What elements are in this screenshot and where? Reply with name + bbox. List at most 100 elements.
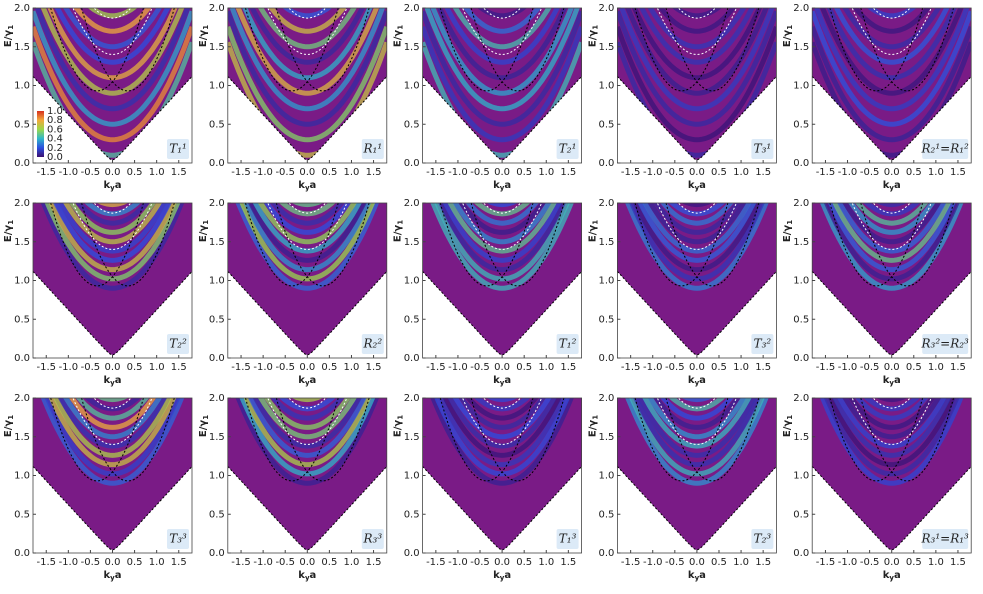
density-band bbox=[617, 398, 777, 486]
x-label-sub: y bbox=[500, 379, 505, 387]
density-band bbox=[33, 8, 192, 65]
band-curve-white bbox=[288, 397, 326, 409]
density-band bbox=[812, 398, 972, 449]
x-tick-label: -0.5 bbox=[470, 362, 490, 373]
x-tick-label: 0.5 bbox=[516, 167, 532, 178]
band-curve bbox=[860, 202, 954, 287]
panel-label: T₂² bbox=[169, 337, 187, 351]
y-tick-label: 2.0 bbox=[404, 198, 420, 209]
band-curve-white bbox=[462, 398, 542, 446]
density-band bbox=[33, 398, 192, 412]
band-curve bbox=[439, 7, 534, 92]
y-label-sub: 1 bbox=[202, 25, 210, 30]
y-tick-label: 1.0 bbox=[404, 471, 420, 482]
density-band bbox=[812, 8, 972, 81]
x-tick-label: 0.0 bbox=[105, 167, 121, 178]
y-tick-label: 1.5 bbox=[14, 432, 30, 443]
density-band bbox=[617, 8, 777, 112]
density-band bbox=[617, 203, 777, 235]
x-label-sub: y bbox=[889, 184, 894, 192]
x-axis-label: kya bbox=[298, 570, 316, 582]
x-tick-label: -1.5 bbox=[621, 557, 641, 568]
band-curve bbox=[470, 397, 565, 482]
density-band bbox=[33, 398, 192, 486]
density-band bbox=[227, 203, 387, 282]
density-band bbox=[227, 203, 387, 208]
density-bands bbox=[617, 203, 777, 291]
x-tick-label: 1.0 bbox=[733, 362, 749, 373]
x-tick-label: 0.0 bbox=[689, 167, 705, 178]
x-tick-label: -1.0 bbox=[253, 167, 273, 178]
y-label-main: E/γ bbox=[782, 420, 793, 437]
colorbar-tick-label: 0.4 bbox=[47, 134, 63, 145]
density-band bbox=[227, 25, 387, 143]
y-label-sub: 1 bbox=[591, 415, 599, 420]
colorbar-tick-label: 0.8 bbox=[47, 115, 63, 126]
y-tick-label: 0.5 bbox=[14, 314, 30, 325]
y-label-main: E/γ bbox=[3, 225, 14, 242]
x-label-end: a bbox=[894, 570, 901, 581]
density-band bbox=[227, 203, 387, 273]
y-tick-label: 2.0 bbox=[598, 3, 614, 14]
x-axis-label: kya bbox=[493, 180, 511, 192]
density-band bbox=[812, 8, 972, 65]
y-axis-label: E/γ1 bbox=[587, 220, 599, 242]
band-curve bbox=[50, 7, 144, 92]
density-band bbox=[33, 8, 192, 34]
density-band bbox=[812, 203, 972, 235]
y-axis-label: E/γ1 bbox=[587, 415, 599, 437]
x-tick-label: -1.0 bbox=[448, 362, 468, 373]
y-axis-label: E/γ1 bbox=[198, 25, 210, 47]
density-band bbox=[227, 203, 387, 235]
y-tick-label: 0.5 bbox=[598, 119, 614, 130]
x-axis-label: kya bbox=[688, 180, 706, 192]
density-bands bbox=[812, 398, 972, 486]
y-tick-label: 2.0 bbox=[598, 198, 614, 209]
density-band bbox=[422, 10, 582, 127]
x-tick-label: -0.5 bbox=[665, 167, 685, 178]
x-tick-label: 0.5 bbox=[321, 167, 337, 178]
y-axis-label: E/γ1 bbox=[393, 415, 405, 437]
density-band bbox=[227, 8, 387, 34]
panel: -1.5 -1.0 -0.5 0.0 0.5 1.0 1.5 0.0 0.5 1.0 1.5 2.0 k… bbox=[198, 3, 388, 192]
density-band bbox=[617, 8, 777, 81]
band-curve-white bbox=[267, 8, 348, 56]
density-bands bbox=[812, 203, 972, 291]
x-tick-label: 1.0 bbox=[538, 362, 554, 373]
x-tick-label: -1.5 bbox=[36, 362, 56, 373]
y-tick-label: 0.0 bbox=[404, 548, 420, 559]
density-band bbox=[33, 203, 192, 217]
density-band bbox=[422, 203, 582, 235]
panel: -1.5 -1.0 -0.5 0.0 0.5 1.0 1.5 0.0 0.5 1.0 1.5 2.0 k… bbox=[782, 393, 972, 582]
density-band bbox=[422, 398, 582, 449]
density-band bbox=[33, 203, 192, 291]
x-tick-label: -1.5 bbox=[231, 362, 251, 373]
density-band bbox=[617, 398, 777, 458]
x-tick-label: 1.5 bbox=[950, 362, 966, 373]
band-curve-white bbox=[657, 8, 737, 56]
density-band bbox=[422, 203, 582, 263]
x-tick-label: 1.5 bbox=[755, 557, 771, 568]
density-band bbox=[812, 398, 972, 430]
y-tick-label: 2.0 bbox=[404, 3, 420, 14]
density-band bbox=[227, 8, 387, 96]
density-band bbox=[227, 398, 387, 458]
panel-label-box bbox=[167, 139, 189, 159]
density-band bbox=[227, 8, 387, 19]
y-tick-label: 1.0 bbox=[793, 276, 809, 287]
band-curve bbox=[829, 7, 924, 92]
y-tick-label: 2.0 bbox=[14, 393, 30, 404]
x-tick-label: 1.5 bbox=[171, 362, 187, 373]
panel: -1.5 -1.0 -0.5 0.0 0.5 1.0 1.5 0.0 0.5 1.0 1.5 2.0 k… bbox=[587, 3, 777, 192]
panel-label-box bbox=[556, 334, 579, 354]
y-tick-label: 0.5 bbox=[793, 119, 809, 130]
density-band bbox=[227, 203, 387, 263]
y-label-main: E/γ bbox=[3, 420, 14, 437]
band-curve-white bbox=[288, 7, 326, 19]
x-axis-label: kya bbox=[104, 180, 122, 192]
band-curve-white bbox=[267, 203, 348, 251]
x-tick-label: 0.0 bbox=[689, 362, 705, 373]
density-band bbox=[422, 398, 582, 412]
x-label-sub: y bbox=[110, 574, 115, 582]
density-band bbox=[617, 398, 777, 412]
